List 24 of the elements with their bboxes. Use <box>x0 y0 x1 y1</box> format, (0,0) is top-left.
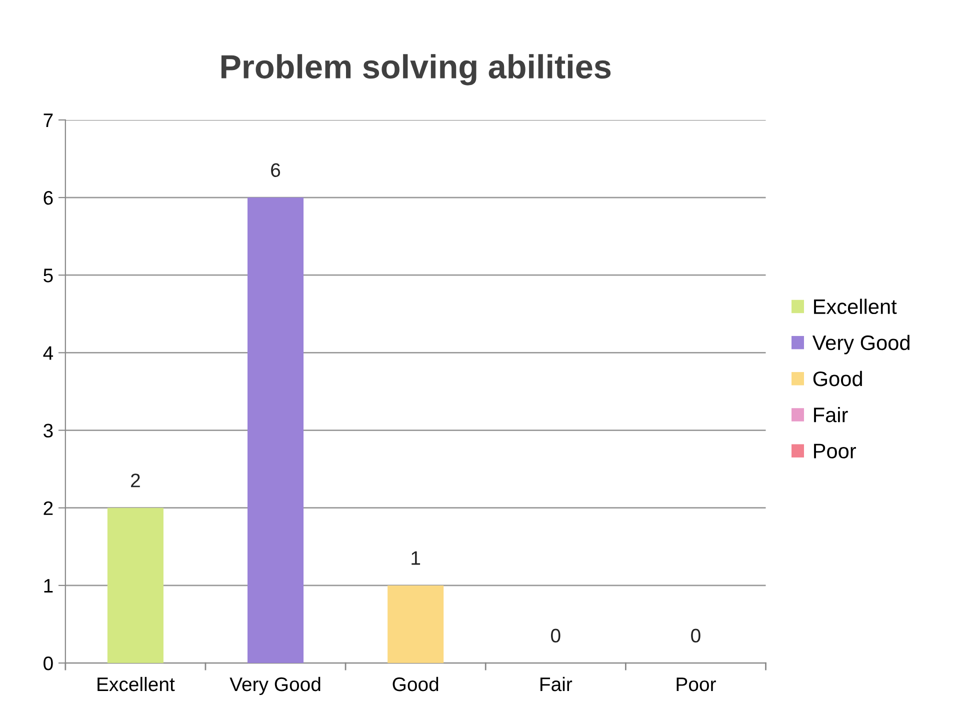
data-label: 1 <box>412 551 420 565</box>
y-tick-label: 3 <box>44 424 53 438</box>
data-label: 0 <box>551 628 560 643</box>
x-tick-label: Very Good <box>230 676 320 696</box>
y-tick-label: 7 <box>44 114 53 127</box>
legend-label: Excellent <box>814 298 897 314</box>
legend-label: Poor <box>814 444 856 458</box>
legend-label: Fair <box>814 407 848 422</box>
y-tick-label: 6 <box>44 191 53 205</box>
chart-title: Problem solving abilities <box>221 54 611 86</box>
legend-label: Very Good <box>812 334 910 354</box>
y-tick-label: 4 <box>43 346 54 360</box>
x-tick-label: Poor <box>676 678 716 692</box>
data-label: 0 <box>691 628 700 643</box>
x-tick-label: Fair <box>540 676 572 692</box>
x-tick-label: Good <box>392 676 438 692</box>
y-tick-label: 0 <box>44 656 53 670</box>
legend-label: Good <box>813 370 862 386</box>
data-label: 2 <box>131 474 140 488</box>
y-tick-label: 5 <box>44 268 53 282</box>
y-tick-label: 1 <box>44 579 53 592</box>
y-tick-label: 2 <box>44 501 53 515</box>
data-label: 6 <box>271 163 280 178</box>
x-tick-label: Excellent <box>98 676 175 692</box>
